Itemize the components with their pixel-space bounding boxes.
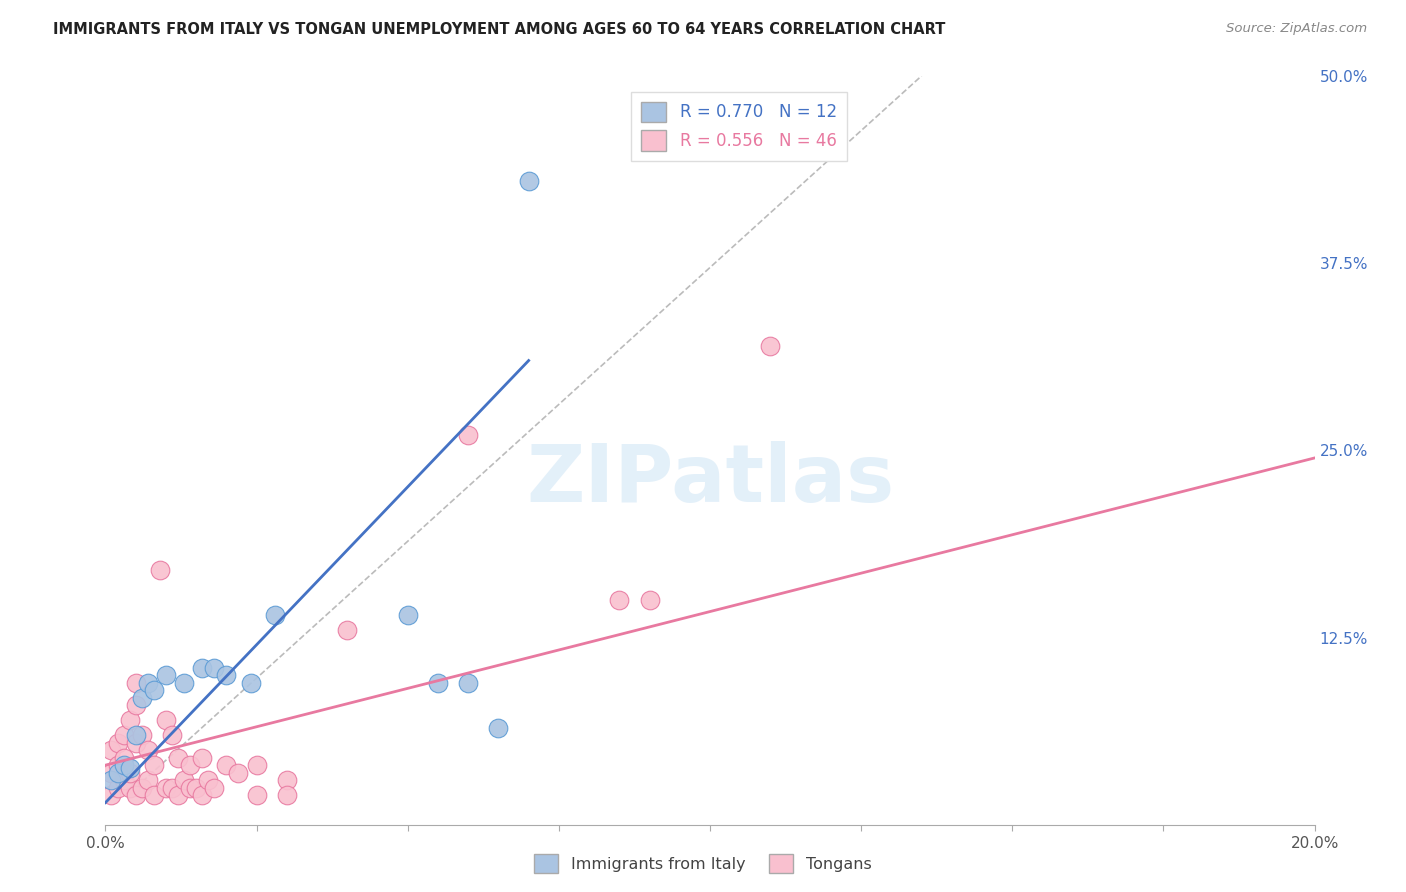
Point	[191, 788, 214, 802]
Point	[155, 668, 177, 682]
Point	[246, 788, 269, 802]
Point	[131, 728, 153, 742]
Point	[427, 675, 450, 690]
Point	[191, 750, 214, 764]
Text: ZIPatlas: ZIPatlas	[526, 442, 894, 519]
Point	[488, 721, 510, 735]
Point	[124, 736, 148, 750]
Point	[142, 683, 165, 698]
Point	[131, 780, 153, 795]
Point	[112, 773, 135, 788]
Text: Source: ZipAtlas.com: Source: ZipAtlas.com	[1226, 22, 1367, 36]
Point	[457, 675, 479, 690]
Point	[100, 743, 122, 757]
Point	[457, 428, 479, 442]
Point	[186, 780, 208, 795]
Point	[112, 758, 135, 772]
Point	[215, 758, 238, 772]
Point	[100, 788, 122, 802]
Point	[107, 765, 129, 780]
Point	[215, 668, 238, 682]
Point	[131, 690, 153, 705]
Point	[167, 788, 190, 802]
Point	[202, 661, 225, 675]
Point	[517, 174, 540, 188]
Point	[155, 713, 177, 727]
Point	[107, 736, 129, 750]
Point	[100, 765, 122, 780]
Point	[136, 743, 159, 757]
Point	[609, 593, 631, 607]
Point	[173, 675, 195, 690]
Point	[124, 675, 148, 690]
Point	[149, 563, 172, 577]
Point	[167, 750, 190, 764]
Point	[107, 780, 129, 795]
Point	[396, 608, 419, 623]
Point	[759, 338, 782, 352]
Point	[118, 713, 141, 727]
Point	[112, 728, 135, 742]
Point	[276, 773, 298, 788]
Point	[173, 773, 195, 788]
Point	[107, 758, 129, 772]
Point	[136, 675, 159, 690]
Point	[246, 758, 269, 772]
Point	[155, 780, 177, 795]
Point	[118, 765, 141, 780]
Point	[202, 780, 225, 795]
Point	[228, 765, 250, 780]
Point	[179, 758, 201, 772]
Point	[124, 728, 148, 742]
Text: IMMIGRANTS FROM ITALY VS TONGAN UNEMPLOYMENT AMONG AGES 60 TO 64 YEARS CORRELATI: IMMIGRANTS FROM ITALY VS TONGAN UNEMPLOY…	[53, 22, 946, 37]
Point	[160, 780, 183, 795]
Point	[276, 788, 298, 802]
Point	[191, 661, 214, 675]
Legend: Immigrants from Italy, Tongans: Immigrants from Italy, Tongans	[527, 847, 879, 880]
Legend: R = 0.770   N = 12, R = 0.556   N = 46: R = 0.770 N = 12, R = 0.556 N = 46	[631, 92, 846, 161]
Point	[160, 728, 183, 742]
Point	[118, 761, 141, 775]
Point	[239, 675, 262, 690]
Point	[179, 780, 201, 795]
Point	[638, 593, 661, 607]
Point	[100, 773, 122, 788]
Point	[136, 773, 159, 788]
Point	[336, 624, 359, 638]
Point	[142, 758, 165, 772]
Point	[112, 750, 135, 764]
Point	[124, 698, 148, 713]
Point	[142, 788, 165, 802]
Point	[197, 773, 219, 788]
Point	[263, 608, 285, 623]
Point	[124, 788, 148, 802]
Point	[118, 780, 141, 795]
